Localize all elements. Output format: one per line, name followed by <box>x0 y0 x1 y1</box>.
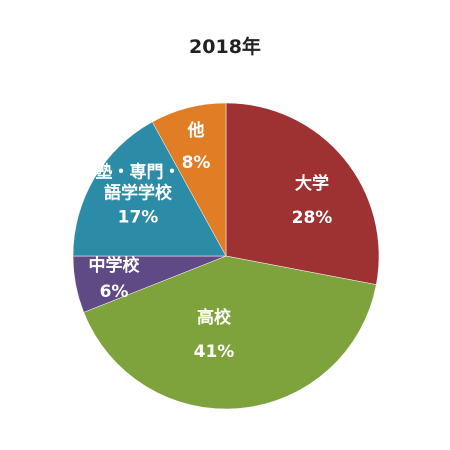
slice-value-4: 8% <box>182 153 211 173</box>
slice-label-3-line-1: 語学学校 <box>104 183 173 204</box>
slice-value-2: 6% <box>100 282 129 302</box>
pie-slice-4 <box>151 102 227 257</box>
pie-slice-0 <box>225 102 380 285</box>
slice-label-3-line-0: 塾・専門・ <box>96 162 181 183</box>
slice-label-0-line-0: 大学 <box>295 173 329 194</box>
slice-value-3: 17% <box>118 208 159 228</box>
pie-slice-1 <box>83 255 377 410</box>
slice-value-1: 41% <box>194 342 235 362</box>
pie-slice-3 <box>72 121 227 257</box>
slice-label-4-line-0: 他 <box>187 120 205 141</box>
chart-title: 2018年 <box>189 36 261 58</box>
slice-label-1-line-0: 高校 <box>197 307 232 328</box>
slice-value-0: 28% <box>292 208 333 228</box>
slice-label-2-line-0: 中学校 <box>89 255 141 276</box>
